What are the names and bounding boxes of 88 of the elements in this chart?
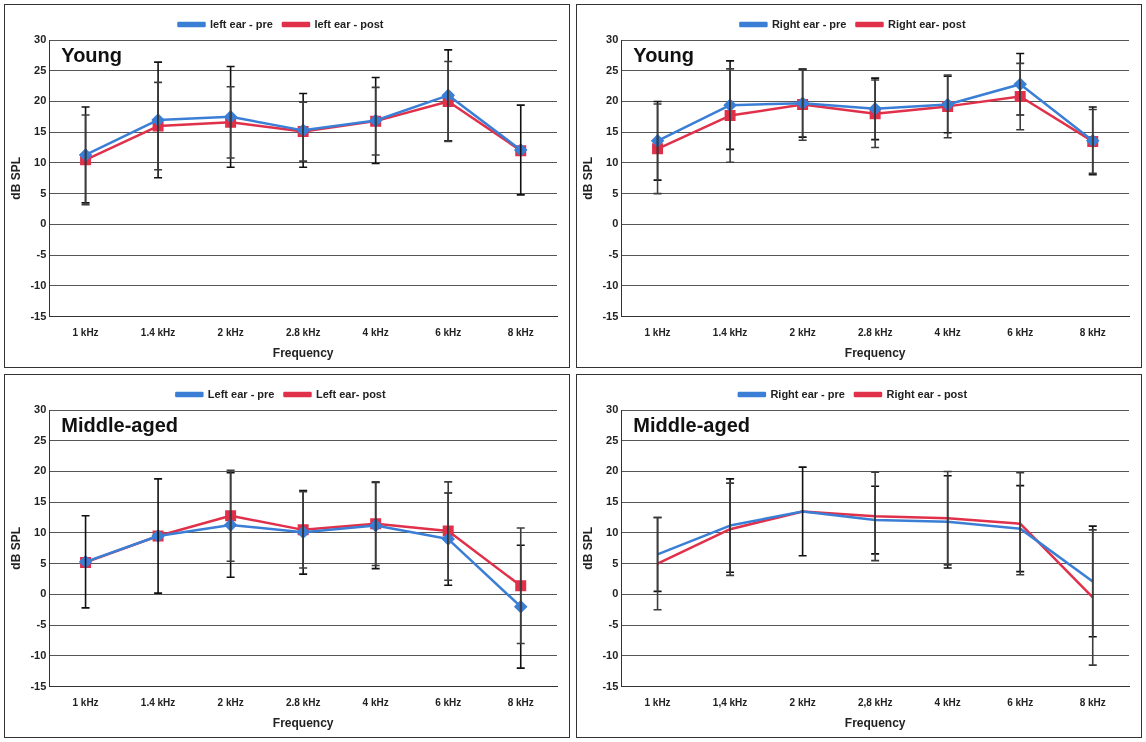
x-tick-label: 2 kHz (217, 327, 244, 339)
y-tick-label: 30 (606, 33, 619, 46)
legend-label: left ear - pre (209, 17, 273, 30)
x-tick-label: 2 kHz (217, 697, 244, 709)
y-tick-label: -15 (602, 309, 619, 322)
y-tick-label: 0 (612, 217, 619, 230)
y-tick-label: 0 (40, 217, 47, 230)
y-tick-label: -15 (30, 679, 47, 692)
y-tick-label: 30 (34, 403, 47, 416)
x-axis-title: Frequency (272, 716, 334, 731)
y-tick-label: 5 (612, 186, 619, 199)
legend-label: Right ear - post (886, 387, 968, 400)
y-tick-label: -15 (30, 309, 47, 322)
y-tick-label: 0 (40, 587, 47, 600)
legend-label: Right ear - pre (770, 387, 845, 400)
legend-label: Right ear- post (887, 17, 966, 30)
y-tick-label: 15 (34, 495, 47, 508)
y-tick-label: 15 (34, 125, 47, 138)
y-axis-title: dB SPL (8, 526, 23, 570)
y-tick-label: -10 (30, 278, 47, 291)
y-tick-label: 10 (606, 155, 619, 168)
x-tick-label: 8 kHz (507, 697, 534, 709)
legend-label: Left ear- post (315, 387, 386, 400)
legend-label: Left ear - pre (207, 387, 275, 400)
y-tick-label: 25 (606, 63, 619, 76)
y-tick-label: -5 (36, 618, 47, 631)
x-tick-label: 4 kHz (934, 327, 961, 339)
y-tick-label: 20 (606, 464, 619, 477)
y-tick-label: 5 (40, 186, 47, 199)
y-tick-label: 25 (34, 63, 47, 76)
y-tick-label: -5 (608, 248, 619, 261)
x-tick-label: 1 kHz (72, 327, 99, 339)
y-tick-label: 20 (606, 94, 619, 107)
y-tick-label: 15 (606, 495, 619, 508)
y-tick-label: 10 (34, 155, 47, 168)
y-axis-title: dB SPL (580, 526, 595, 570)
y-axis-title: dB SPL (580, 156, 595, 200)
x-tick-label: 4 kHz (362, 327, 389, 339)
y-tick-label: -10 (30, 648, 47, 661)
x-tick-label: 1.4 kHz (712, 327, 748, 339)
y-tick-label: -15 (602, 679, 619, 692)
y-tick-label: 5 (40, 556, 47, 569)
x-tick-label: 1 kHz (644, 327, 671, 339)
x-tick-label: 8 kHz (1079, 327, 1106, 339)
y-tick-label: 20 (34, 464, 47, 477)
x-tick-label: 8 kHz (507, 327, 534, 339)
x-tick-label: 1,4 kHz (712, 697, 748, 709)
x-axis-title: Frequency (844, 716, 906, 731)
y-tick-label: 0 (612, 587, 619, 600)
x-tick-label: 2 kHz (789, 327, 816, 339)
y-tick-label: 10 (34, 525, 47, 538)
chart-title: Middle-aged (61, 413, 178, 436)
x-tick-label: 6 kHz (435, 697, 462, 709)
x-tick-label: 2,8 kHz (857, 697, 893, 709)
y-tick-label: 10 (606, 525, 619, 538)
legend-label: left ear - post (314, 17, 384, 30)
x-tick-label: 2.8 kHz (285, 327, 321, 339)
y-tick-label: -10 (602, 278, 619, 291)
x-tick-label: 1 kHz (72, 697, 99, 709)
chart-title: Middle-aged (633, 413, 750, 436)
x-tick-label: 1 kHz (644, 697, 671, 709)
y-tick-label: -5 (36, 248, 47, 261)
legend-label: Right ear - pre (771, 17, 847, 30)
y-tick-label: 30 (34, 33, 47, 46)
x-axis-title: Frequency (844, 346, 906, 361)
x-tick-label: 4 kHz (934, 697, 961, 709)
y-tick-label: 30 (606, 403, 619, 416)
x-tick-label: 1.4 kHz (140, 697, 176, 709)
y-tick-label: 25 (606, 433, 619, 446)
y-tick-label: 5 (612, 556, 619, 569)
x-tick-label: 6 kHz (435, 327, 462, 339)
y-tick-label: -10 (602, 648, 619, 661)
x-tick-label: 2.8 kHz (285, 697, 321, 709)
x-axis-title: Frequency (272, 346, 334, 361)
x-tick-label: 1.4 kHz (140, 327, 176, 339)
y-axis-title: dB SPL (8, 156, 23, 200)
chart-title: Young (61, 43, 123, 66)
y-tick-label: 15 (606, 125, 619, 138)
chart-title: Young (633, 43, 695, 66)
x-tick-label: 4 kHz (362, 697, 389, 709)
x-tick-label: 2.8 kHz (857, 327, 893, 339)
x-tick-label: 6 kHz (1007, 697, 1034, 709)
y-tick-label: -5 (608, 618, 619, 631)
x-tick-label: 2 kHz (789, 697, 816, 709)
y-tick-label: 20 (34, 94, 47, 107)
y-tick-label: 25 (34, 433, 47, 446)
x-tick-label: 6 kHz (1007, 327, 1034, 339)
x-tick-label: 8 kHz (1079, 697, 1106, 709)
